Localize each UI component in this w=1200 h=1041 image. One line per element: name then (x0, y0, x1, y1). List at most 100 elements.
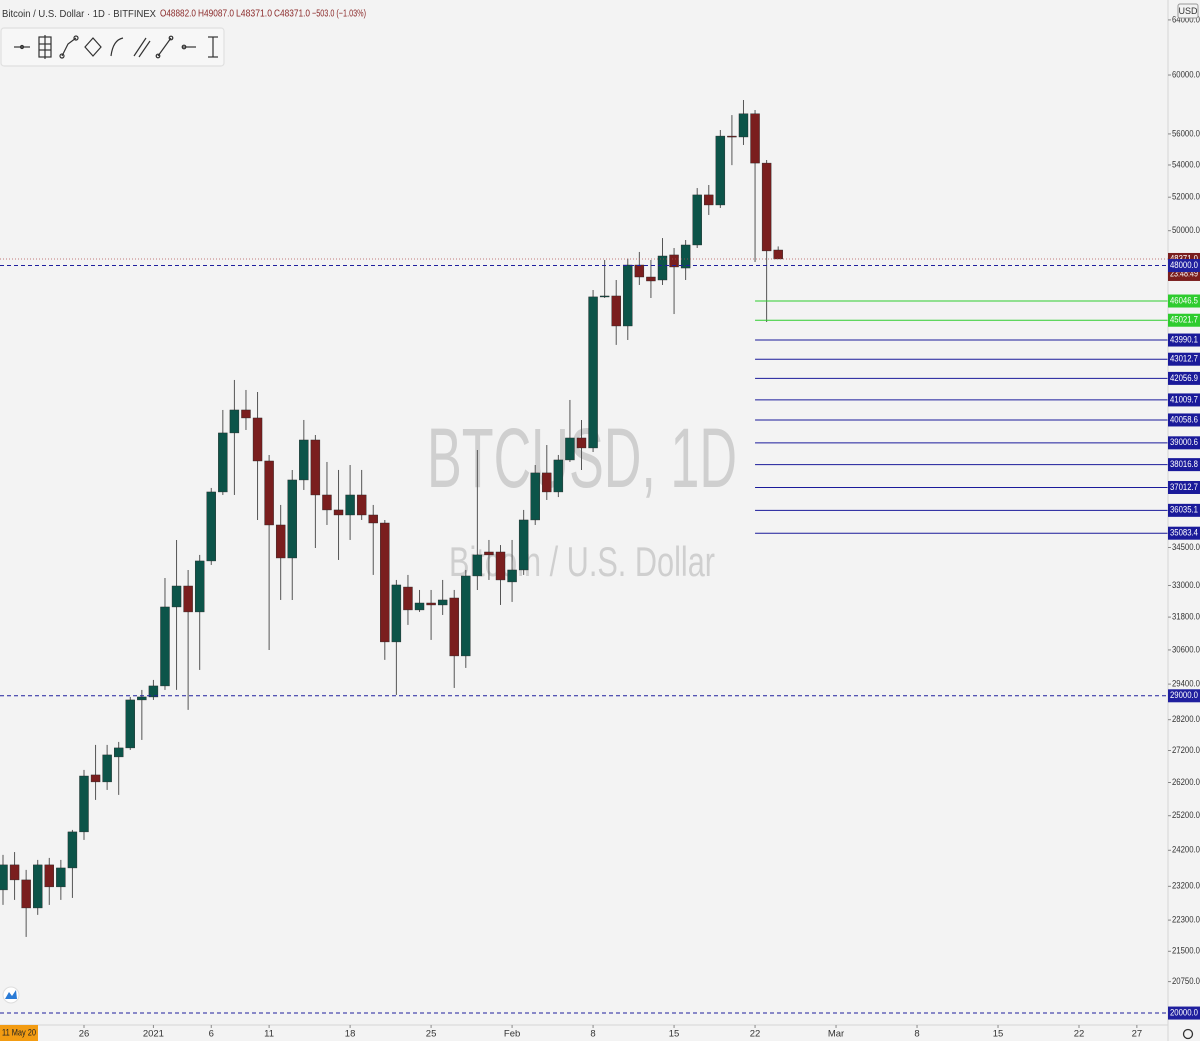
candle-body (137, 696, 147, 701)
candle-body (275, 524, 286, 559)
level-label-box (1168, 503, 1200, 517)
level-label: 46046.5 (1170, 295, 1198, 305)
candle-body (229, 409, 240, 434)
candle-body (79, 775, 89, 833)
ohlc-high: H49087.0 (198, 9, 234, 20)
level-label-box (1168, 413, 1200, 427)
level-label: 38016.8 (1170, 459, 1198, 469)
y-tick-label: 22300.0 (1172, 914, 1200, 924)
ohlc-close: C48371.0 (274, 9, 310, 20)
candle-body (322, 494, 332, 511)
tool-path[interactable] (59, 35, 79, 59)
currency-box[interactable] (1177, 3, 1199, 19)
x-tick-label: 18 (345, 1029, 356, 1040)
candle-body (692, 194, 702, 246)
settings-gear (1182, 1028, 1194, 1040)
candle-body (403, 586, 413, 611)
candle-body (56, 867, 66, 888)
y-tick-label: 64000.0 (1172, 14, 1200, 24)
level-label: 48000.0 (1170, 260, 1198, 270)
level-label: 45021.7 (1170, 315, 1198, 325)
x-tick-label: 22 (750, 1029, 761, 1040)
candle-body (704, 194, 714, 206)
y-tick-label: 20750.0 (1172, 976, 1200, 986)
candle-body (44, 864, 54, 888)
tool-curve[interactable] (110, 37, 124, 57)
candle-body (495, 551, 506, 581)
candle-body (9, 864, 20, 881)
tool-circle[interactable] (84, 37, 102, 57)
candle-body (738, 113, 749, 138)
level-label-box (1168, 689, 1200, 703)
candle-body (206, 491, 216, 562)
logo[interactable] (2, 986, 20, 1004)
tool-horizontal-ray[interactable] (14, 44, 30, 50)
tool-fib[interactable] (38, 35, 52, 59)
y-tick-label: 25200.0 (1172, 810, 1200, 820)
y-tick-label: 29400.0 (1172, 678, 1200, 688)
x-tick-label: 15 (993, 1029, 1004, 1040)
candle-body (264, 460, 274, 526)
candle-body (414, 602, 425, 611)
candle-body (380, 522, 390, 643)
toolbar-bg (0, 27, 225, 67)
candle-body (102, 754, 112, 783)
candle-body (218, 432, 228, 493)
candle-body (565, 437, 575, 461)
tool-measure[interactable] (208, 36, 218, 58)
symbol-title: Bitcoin / U.S. Dollar · 1D · BITFINEX (2, 8, 156, 20)
candle-body (287, 479, 297, 559)
candle-body (484, 551, 494, 556)
candle-body (171, 585, 182, 608)
candle-body (611, 295, 621, 327)
crosshair-date-box (0, 1025, 38, 1041)
x-tick-label: 11 (264, 1029, 274, 1040)
x-tick-label: 8 (590, 1029, 595, 1040)
level-label-box (1168, 313, 1200, 327)
candle-body (588, 296, 598, 449)
ohlc-change: −503.0 (−1.03%) (312, 9, 366, 20)
settings-icon[interactable] (1182, 1028, 1194, 1040)
tool-parallel[interactable] (133, 37, 151, 58)
candle-body (646, 276, 656, 282)
candle-body (21, 879, 31, 909)
candle-body (160, 606, 170, 687)
level-label: 29000.0 (1170, 690, 1198, 700)
ohlc-open: O48882.0 (160, 9, 196, 20)
candle-body (241, 409, 251, 419)
plot-area (0, 100, 1168, 1014)
tool-ray[interactable] (181, 44, 196, 50)
x-tick-label: Feb (504, 1029, 520, 1040)
x-tick-label: 15 (669, 1029, 680, 1040)
crosshair-date: 11 May 20 (2, 1027, 36, 1037)
x-tick-label: 6 (209, 1029, 214, 1040)
tool-trend-line[interactable] (155, 35, 174, 59)
y-tick-label: 34500.0 (1172, 542, 1200, 552)
candle-body (299, 439, 309, 481)
candle-body (634, 264, 645, 278)
level-label-box (1168, 352, 1200, 366)
candle-body (518, 519, 529, 571)
candle-body (113, 747, 124, 758)
candle-body (356, 494, 367, 516)
candle-body (148, 685, 159, 698)
y-tick-label: 27200.0 (1172, 745, 1200, 755)
x-tick-label: 8 (914, 1029, 919, 1040)
candle-body (33, 864, 43, 909)
x-tick-label: 25 (426, 1029, 437, 1040)
y-tick-label: 30600.0 (1172, 644, 1200, 654)
ohlc-low: L48371.0 (236, 9, 272, 20)
level-label: 37012.7 (1170, 482, 1198, 492)
y-tick-label: 33000.0 (1172, 580, 1200, 590)
drawing-toolbar (0, 27, 225, 67)
axes: 64000.0 60000.0 56000.0 54000.0 52000.0 50000… (79, 14, 1200, 1040)
candle-body (426, 602, 436, 606)
level-label-box (1168, 436, 1200, 450)
y-tick-label: 23200.0 (1172, 881, 1200, 891)
y-tick-label: 60000.0 (1172, 69, 1200, 79)
candle-body (449, 597, 459, 657)
y-tick-label: 26200.0 (1172, 777, 1200, 787)
level-label: 35083.4 (1170, 528, 1198, 538)
candle-body (333, 509, 344, 516)
